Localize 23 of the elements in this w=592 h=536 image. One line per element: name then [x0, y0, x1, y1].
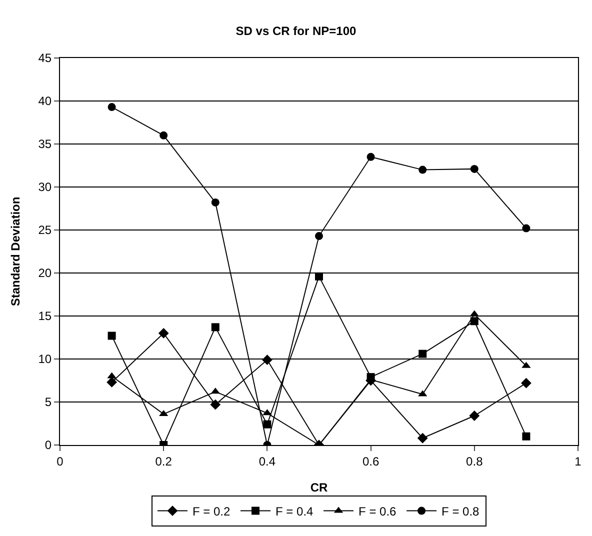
x-tick-label: 0 — [56, 454, 64, 468]
y-tick-label: 30 — [38, 180, 52, 194]
y-tick-label: 25 — [38, 223, 52, 238]
y-tick-label: 45 — [38, 51, 52, 66]
x-tick-label: 0.8 — [466, 454, 484, 468]
legend-label: F = 0.2 — [192, 504, 231, 518]
y-tick-label: 20 — [38, 266, 52, 280]
chart-title: SD vs CR for NP=100 — [236, 24, 357, 38]
y-tick-label: 5 — [44, 395, 52, 410]
x-axis-title: CR — [310, 480, 328, 494]
y-tick-label: 40 — [38, 94, 52, 108]
legend-label: F = 0.8 — [442, 504, 480, 518]
legend-label: F = 0.6 — [358, 504, 397, 518]
y-tick-label: 0 — [44, 438, 52, 452]
x-tick-label: 0.4 — [258, 454, 276, 468]
x-tick-label: 0.2 — [155, 454, 172, 468]
y-axis-title: Standard Deviation — [8, 196, 23, 306]
x-tick-label: 1 — [574, 454, 582, 468]
legend-label: F = 0.4 — [276, 504, 314, 518]
y-tick-label: 15 — [38, 309, 52, 324]
x-tick-label: 0.6 — [362, 454, 380, 468]
y-tick-label: 35 — [38, 137, 52, 152]
y-tick-label: 10 — [38, 352, 52, 366]
